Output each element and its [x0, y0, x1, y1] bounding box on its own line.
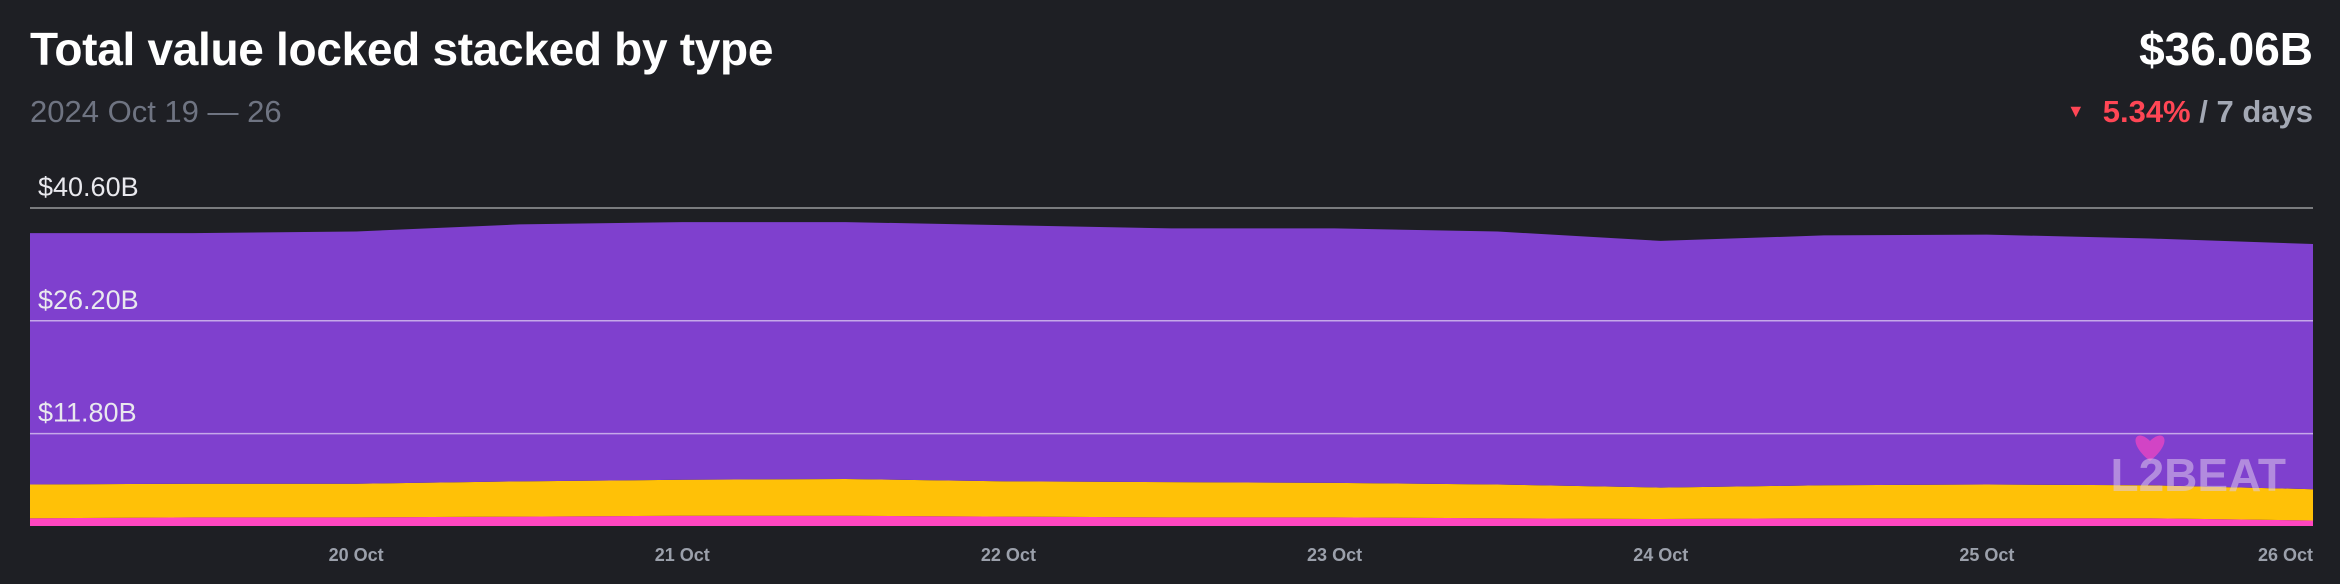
x-tick-label: 22 Oct	[981, 545, 1036, 565]
x-tick-label: 26 Oct	[2258, 545, 2313, 565]
x-tick-label: 23 Oct	[1307, 545, 1362, 565]
x-tick-label: 21 Oct	[655, 545, 710, 565]
grid-lines	[30, 207, 2313, 435]
heart-icon	[2135, 435, 2165, 461]
area-series-1	[30, 479, 2313, 521]
change-indicator: ▼ 5.34% / 7 days	[2067, 94, 2313, 130]
x-tick-label: 20 Oct	[329, 545, 384, 565]
x-tick-label: 24 Oct	[1633, 545, 1688, 565]
triangle-down-icon: ▼	[2066, 101, 2085, 121]
area-layers	[30, 222, 2313, 526]
x-axis-labels: 20 Oct 21 Oct 22 Oct 23 Oct 24 Oct 25 Oct 26 O…	[329, 545, 2313, 565]
y-axis-labels: $11.80B $26.20B $40.60B	[38, 172, 139, 428]
l2beat-watermark: L2BEAT	[2111, 435, 2287, 501]
chart-title: Total value locked stacked by type	[30, 23, 774, 75]
y-tick-label: $11.80B	[38, 398, 137, 428]
chart-header: Total value locked stacked by type 2024 …	[30, 0, 2313, 140]
change-period: / 7 days	[2199, 94, 2313, 129]
change-percent: 5.34%	[2102, 94, 2191, 129]
y-tick-label: $40.60B	[38, 172, 139, 202]
area-series-0	[30, 515, 2313, 526]
area-series-2	[30, 222, 2313, 490]
y-tick-label: $26.20B	[38, 285, 139, 315]
date-range: 2024 Oct 19 — 26	[30, 94, 282, 129]
watermark-text: L2BEAT	[2111, 449, 2287, 501]
x-tick-label: 25 Oct	[1959, 545, 2014, 565]
total-value: $36.06B	[2139, 23, 2313, 75]
